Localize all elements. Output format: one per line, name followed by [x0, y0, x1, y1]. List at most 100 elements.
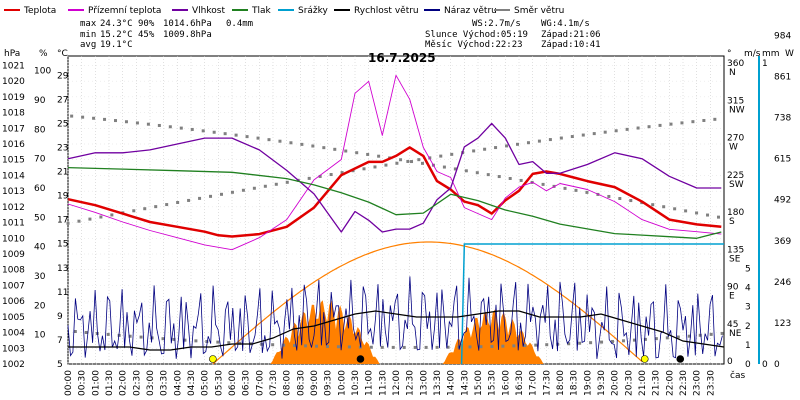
wind-direction-point: [512, 344, 516, 348]
wind-direction-point: [256, 136, 260, 140]
wind-direction-point: [684, 209, 688, 213]
wind-direction-point: [534, 343, 538, 347]
x-tick-label: 16:00: [501, 370, 511, 396]
unit-hpa: hPa: [4, 49, 20, 59]
legend-label: Teplota: [23, 6, 56, 16]
wind-direction-point: [691, 120, 695, 124]
chart-header: 16.7.2025 max 24.3°C 90% 1014.6hPa 0.4mm…: [4, 19, 794, 381]
wind-direction-point: [658, 123, 662, 127]
y-wind-tick: 2: [745, 322, 751, 332]
wind-direction-point: [479, 345, 483, 349]
y-radiation-tick: 738: [774, 114, 791, 124]
x-tick-label: 18:00: [556, 370, 566, 396]
y-percent-tick: 50: [34, 213, 46, 223]
wind-direction-point: [194, 339, 198, 343]
wind-direction-point: [669, 122, 673, 126]
wind-direction-point: [472, 149, 476, 153]
series-gust: [67, 276, 723, 359]
y-temp-tick: 27: [57, 95, 68, 105]
wind-direction-point: [567, 342, 571, 346]
wind-direction-point: [274, 182, 278, 186]
wind-direction-point: [523, 344, 527, 348]
wind-direction-point: [355, 151, 359, 155]
wind-direction-point: [209, 194, 213, 198]
x-tick-label: 03:30: [160, 370, 170, 396]
wind-direction-point: [435, 345, 439, 349]
wind-direction-point: [234, 133, 238, 137]
wind-direction-point: [651, 203, 655, 207]
solar-max-curve: [212, 241, 643, 365]
y-wind-tick: 4: [745, 284, 751, 294]
wind-direction-point: [621, 339, 625, 343]
wind-direction-point: [629, 199, 633, 203]
wind-direction-point: [293, 344, 297, 348]
legend-label: Rychlost větru: [354, 6, 419, 16]
y-direction-tick: 90: [727, 283, 739, 293]
wind-direction-point: [559, 136, 563, 140]
wind-direction-point: [706, 213, 710, 217]
wind-direction-point: [369, 345, 373, 349]
series-wind-speed: [68, 310, 725, 351]
wind-direction-point: [110, 213, 114, 217]
wind-direction-point: [238, 341, 242, 345]
x-tick-label: 10:00: [337, 370, 347, 396]
x-tick-label: 03:00: [146, 370, 156, 396]
x-tick-label: 21:00: [638, 370, 648, 396]
x-tick-label: 21:30: [652, 370, 662, 396]
wind-direction-point: [92, 116, 96, 120]
legend-label: Přízemní teplota: [88, 6, 161, 16]
wind-direction-point: [402, 345, 406, 349]
wind-direction-point: [73, 329, 77, 333]
x-tick-label: 19:00: [583, 370, 593, 396]
x-tick-label: 00:30: [78, 370, 88, 396]
stat-min-hum: 45%: [138, 30, 155, 40]
wind-direction-point: [143, 207, 147, 211]
x-tick-label: 17:30: [542, 370, 552, 396]
wind-direction-point: [183, 338, 187, 342]
wind-direction-point: [603, 130, 607, 134]
wind-direction-point: [377, 154, 381, 158]
x-tick-label: 11:30: [378, 370, 388, 396]
y-percent-tick: 10: [34, 331, 46, 341]
wind-direction-point: [311, 144, 315, 148]
unit-degc: °C: [57, 49, 68, 59]
wind-direction-point: [179, 126, 183, 130]
wind-direction-point: [84, 331, 88, 335]
wind-direction-point: [201, 129, 205, 133]
info-wg: WG:4.1m/s: [541, 19, 590, 29]
y-pressure-tick: 1008: [2, 266, 25, 276]
wind-direction-point: [285, 180, 289, 184]
x-tick-label: 05:00: [201, 370, 211, 396]
wind-direction-point: [267, 138, 271, 142]
series-vlhkost: [67, 122, 722, 233]
wind-direction-point: [698, 333, 702, 337]
y-direction-compass: SE: [729, 254, 741, 264]
wind-direction-point: [336, 345, 340, 349]
x-tick-label: 06:00: [228, 370, 238, 396]
y-wind-tick: 5: [745, 265, 751, 275]
y-rain-tick: 0: [762, 360, 768, 370]
x-tick-label: 01:30: [105, 370, 115, 396]
wind-direction-point: [128, 334, 132, 338]
stat-max-press: 1014.6hPa: [163, 19, 212, 29]
wind-direction-point: [497, 175, 501, 179]
x-tick-label: 20:30: [624, 370, 634, 396]
wind-direction-point: [362, 167, 366, 171]
sunset-marker: [640, 355, 649, 363]
y-temp-tick: 13: [57, 264, 68, 274]
y-pressure-tick: 1021: [2, 61, 25, 71]
wind-direction-point: [570, 135, 574, 139]
wind-direction-point: [230, 190, 234, 194]
x-tick-label: 23:00: [693, 370, 703, 396]
y-direction-tick: 360: [727, 59, 744, 69]
y-radiation-tick: 0: [774, 360, 780, 370]
wind-direction-point: [216, 340, 220, 344]
x-tick-label: 09:00: [310, 370, 320, 396]
wind-direction-point: [410, 160, 414, 164]
wind-direction-point: [643, 337, 647, 341]
unit-ms: m/s: [744, 49, 761, 59]
wind-direction-point: [366, 152, 370, 156]
wind-direction-point: [592, 132, 596, 136]
wind-direction-point: [541, 182, 545, 186]
wind-direction-point: [165, 203, 169, 207]
